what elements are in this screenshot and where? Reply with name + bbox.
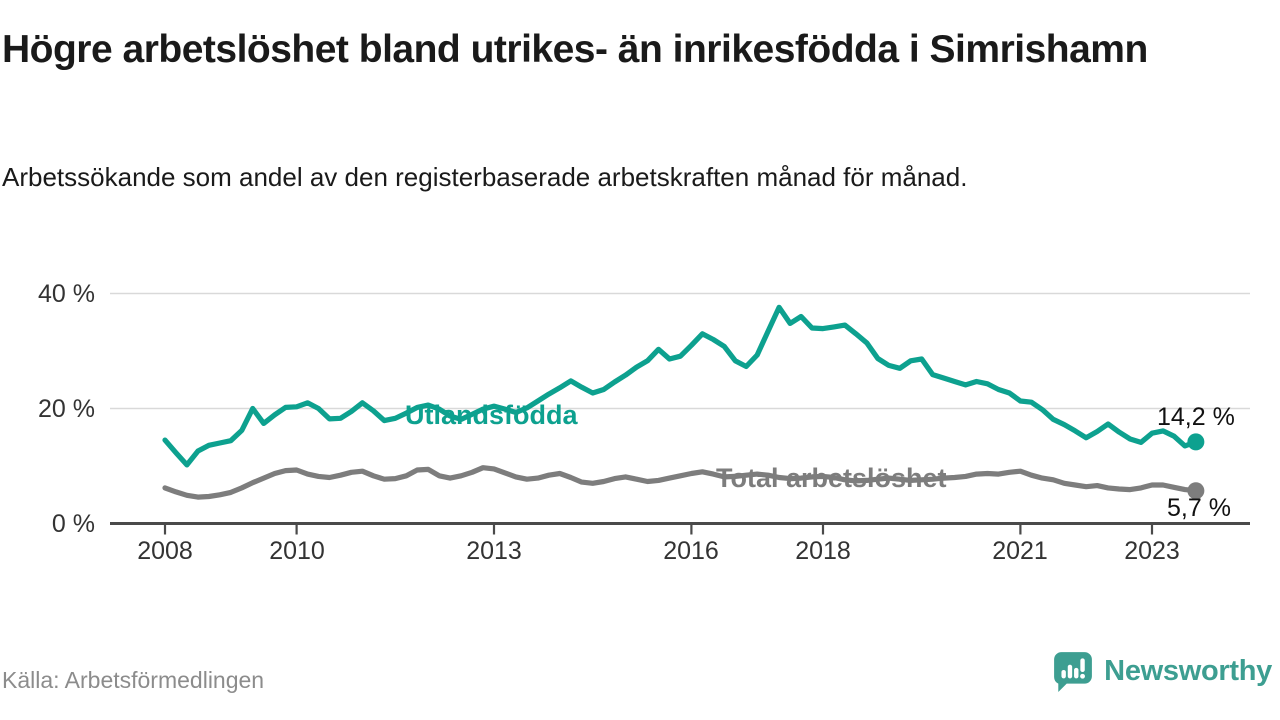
end-dot-utlandsfodda	[1187, 433, 1205, 451]
x-tick-label-2010: 2010	[269, 537, 325, 565]
end-dot-total-arbetsloshet	[1187, 482, 1205, 500]
x-tick-label-2018: 2018	[795, 537, 851, 565]
series-label-utlandsfodda: Utlandsfödda	[405, 400, 578, 430]
line-utlandsfodda	[162, 304, 1199, 468]
x-tick-label-2023: 2023	[1124, 537, 1180, 565]
y-tick-label-0: 0 %	[51, 510, 95, 538]
end-value-utlandsfodda: 14,2 %	[1157, 403, 1235, 431]
x-tick-label-2016: 2016	[663, 537, 719, 565]
newsworthy-logo-text: Newsworthy	[1104, 654, 1272, 687]
line-total-arbetsloshet	[162, 465, 1199, 500]
newsworthy-logo: Newsworthy	[1052, 650, 1272, 692]
page-title: Högre arbetslöshet bland utrikes- än inr…	[2, 28, 1148, 71]
chart-subtitle: Arbetssökande som andel av den registerb…	[2, 162, 968, 192]
source-attribution: Källa: Arbetsförmedlingen	[2, 667, 265, 693]
series-label-total-arbetsloshet: Total arbetslöshet	[716, 463, 947, 493]
x-tick-label-2021: 2021	[992, 537, 1048, 565]
end-value-total: 5,7 %	[1167, 494, 1231, 522]
y-tick-label-40: 40 %	[38, 280, 95, 308]
y-tick-label-20: 20 %	[38, 395, 95, 423]
x-tick-label-2008: 2008	[137, 537, 193, 565]
x-tick-label-2013: 2013	[466, 537, 522, 565]
newsworthy-logo-icon	[1054, 652, 1093, 692]
